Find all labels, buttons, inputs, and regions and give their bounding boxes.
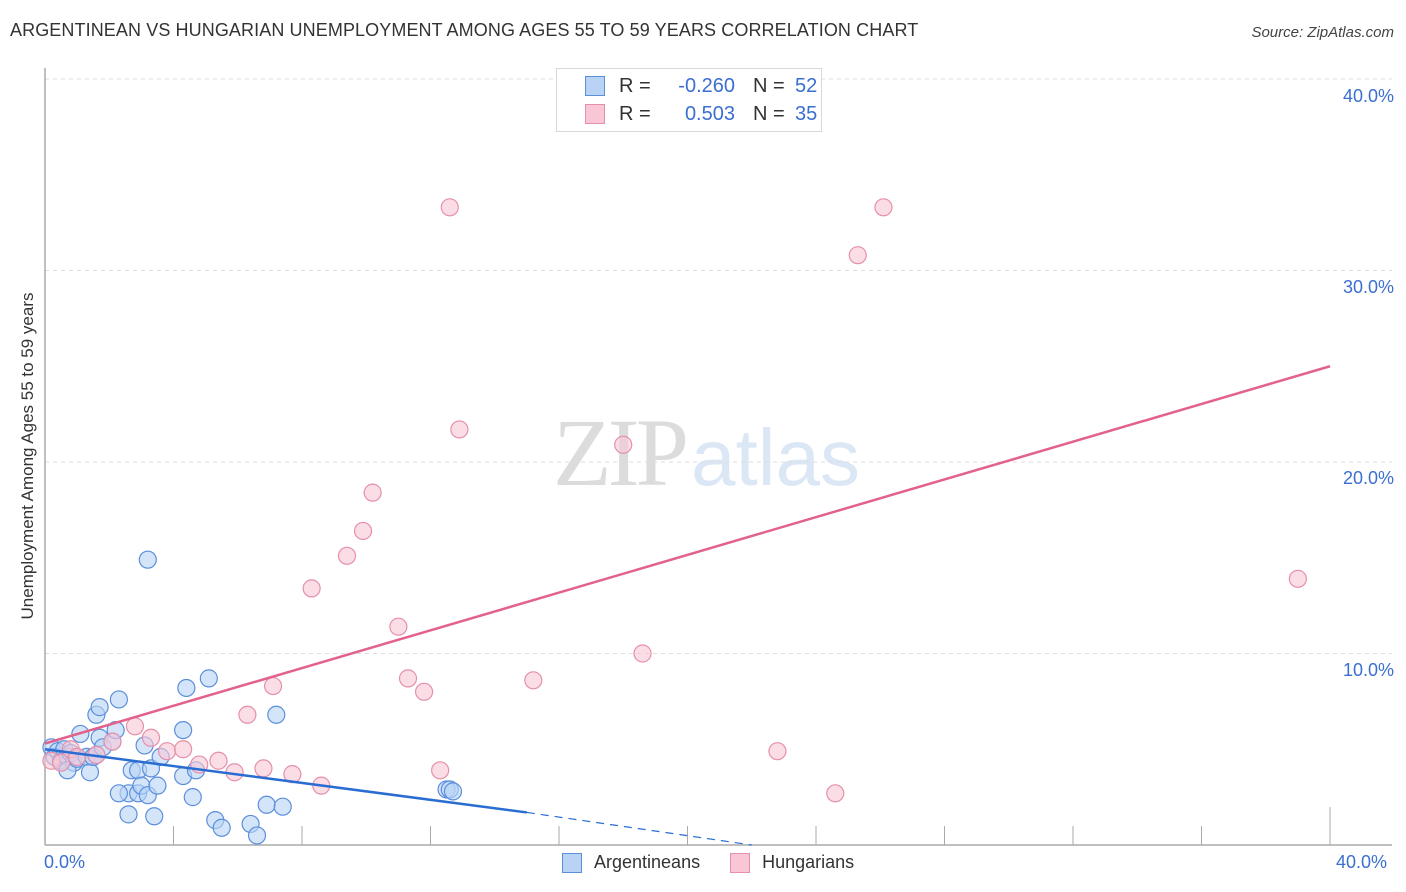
data-point	[874, 198, 893, 217]
data-point	[209, 751, 228, 770]
data-point	[109, 690, 128, 709]
data-point	[267, 705, 286, 724]
x-tick-0: 0.0%	[44, 852, 86, 872]
data-point	[183, 788, 202, 807]
argentineans-trend-line	[44, 748, 528, 814]
data-point	[440, 198, 459, 217]
hungarians-trend-line	[44, 365, 1331, 745]
data-point	[51, 753, 71, 772]
legend-row-hungarians: R = 0.503 N = 35	[585, 102, 817, 126]
source-label: Source: ZipAtlas.com	[1251, 24, 1394, 41]
data-point	[389, 617, 408, 636]
data-point	[177, 678, 196, 698]
y-tick-10: 10.0%	[1342, 660, 1394, 680]
r-label: R =	[619, 102, 651, 125]
x-tick-40: 40.0%	[1336, 852, 1388, 872]
data-point	[273, 797, 292, 816]
data-point	[363, 483, 382, 502]
data-point	[337, 546, 357, 565]
data-point	[125, 717, 145, 736]
series-legend: Argentineans Hungarians	[562, 852, 884, 873]
data-point	[138, 550, 157, 569]
data-point	[90, 698, 109, 717]
data-point	[263, 676, 283, 696]
data-point	[398, 669, 418, 688]
data-point	[157, 742, 177, 761]
data-point	[848, 246, 867, 265]
y-tick-40: 40.0%	[1342, 86, 1394, 106]
data-point	[614, 435, 633, 454]
axes	[44, 68, 1392, 846]
argentineans-swatch	[562, 852, 582, 873]
data-point	[103, 732, 122, 751]
data-point	[353, 521, 373, 541]
data-point	[633, 644, 652, 663]
legend-label: Argentineans	[594, 852, 701, 872]
legend-label: Hungarians	[762, 852, 855, 872]
y-tick-20: 20.0%	[1342, 468, 1394, 488]
legend-item-hungarians[interactable]: Hungarians	[730, 852, 854, 873]
watermark-atlas: atlas	[691, 413, 860, 502]
data-point	[524, 671, 543, 690]
data-point	[450, 420, 469, 439]
data-point	[109, 784, 128, 803]
data-point	[145, 807, 164, 826]
data-point	[257, 795, 276, 814]
data-point	[254, 759, 273, 778]
argentineans-points	[42, 550, 463, 845]
data-point	[302, 579, 321, 598]
hungarians-swatch	[585, 104, 605, 124]
data-point	[174, 720, 193, 740]
data-point	[80, 763, 100, 782]
hungarians-points	[42, 198, 1307, 803]
data-point	[174, 740, 193, 759]
r-value: -0.260	[678, 74, 735, 97]
data-point	[148, 776, 167, 795]
data-point	[443, 782, 463, 801]
data-point	[1288, 569, 1307, 588]
zipatlas-watermark: ZIPatlas	[553, 405, 860, 506]
data-point	[414, 682, 434, 701]
data-point	[68, 747, 87, 767]
n-label: N =	[753, 74, 785, 97]
y-axis-label: Unemployment Among Ages 55 to 59 years	[18, 292, 37, 620]
legend-item-argentineans[interactable]: Argentineans	[562, 852, 700, 873]
argentineans-trend-extension	[526, 811, 752, 846]
hungarians-swatch	[730, 852, 751, 873]
n-value: 35	[795, 102, 818, 125]
y-tick-30: 30.0%	[1342, 277, 1394, 297]
data-point	[238, 705, 257, 724]
data-point	[826, 784, 845, 803]
data-point	[119, 805, 138, 824]
trend-lines	[44, 365, 1331, 846]
data-point	[212, 818, 231, 837]
data-point	[199, 669, 218, 688]
argentineans-swatch	[585, 76, 605, 96]
gridlines	[45, 78, 1392, 654]
n-label: N =	[753, 102, 785, 125]
chart-title: ARGENTINEAN VS HUNGARIAN UNEMPLOYMENT AM…	[10, 20, 919, 40]
data-point	[247, 826, 267, 845]
r-value: 0.503	[684, 102, 735, 125]
data-point	[768, 742, 787, 761]
n-value: 52	[795, 74, 818, 97]
data-point	[431, 761, 450, 780]
r-label: R =	[619, 74, 651, 97]
data-point	[141, 728, 161, 747]
correlation-legend: R = -0.260 N = 52 R = 0.503 N = 35	[556, 68, 822, 132]
legend-row-argentineans: R = -0.260 N = 52	[585, 74, 817, 98]
